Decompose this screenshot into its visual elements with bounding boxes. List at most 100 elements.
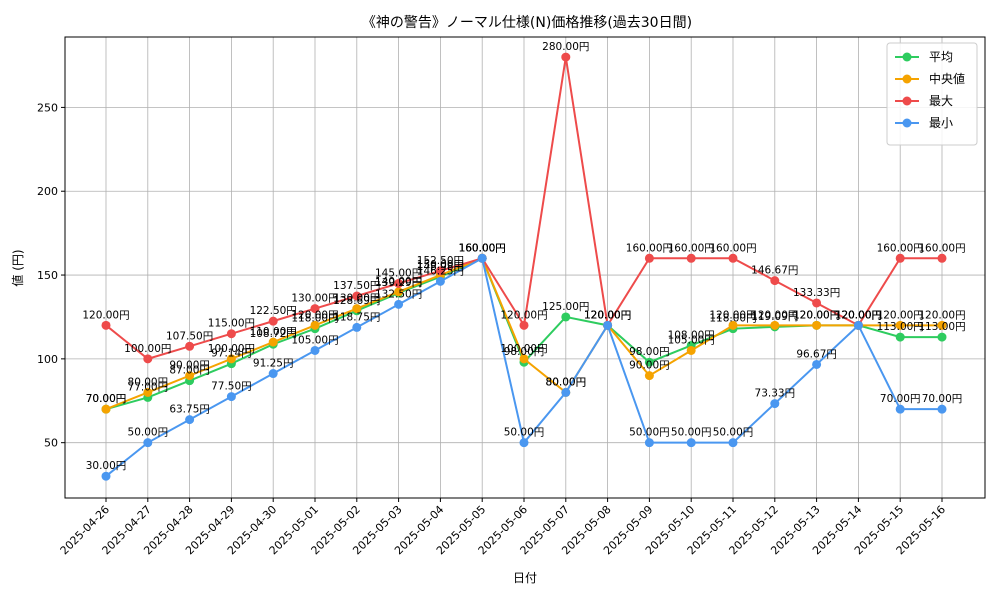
data-label: 70.00円 (86, 393, 127, 405)
data-point (268, 337, 278, 347)
data-label: 140.00円 (375, 276, 422, 288)
data-label: 115.00円 (208, 318, 255, 330)
x-axis-label: 日付 (513, 571, 537, 585)
data-point (352, 322, 362, 332)
data-point (143, 387, 153, 397)
data-label: 50.00円 (128, 427, 169, 439)
data-label: 30.00円 (86, 460, 127, 472)
data-point (185, 371, 195, 381)
legend-swatch-marker (902, 118, 912, 128)
data-point (435, 266, 445, 276)
data-point (770, 320, 780, 330)
data-label: 120.00円 (835, 309, 882, 321)
data-label: 160.00円 (709, 242, 756, 254)
series-1 (101, 253, 947, 414)
data-point (644, 253, 654, 263)
data-label: 96.67円 (796, 348, 837, 360)
y-tick-label: 200 (37, 185, 58, 198)
data-label: 160.00円 (459, 242, 506, 254)
plot-frame (64, 36, 986, 499)
data-label: 105.00円 (668, 334, 715, 346)
data-label: 146.25円 (417, 265, 464, 277)
data-point (101, 320, 111, 330)
data-label: 63.75円 (169, 404, 210, 416)
data-label: 125.00円 (542, 301, 589, 313)
data-point (644, 357, 654, 367)
data-point (101, 471, 111, 481)
data-point (728, 253, 738, 263)
data-label: 113.00円 (918, 321, 965, 333)
data-label: 133.33円 (793, 287, 840, 299)
data-point (686, 345, 696, 355)
data-label: 50.00円 (713, 427, 754, 439)
data-label: 120.00円 (835, 309, 882, 321)
data-label: 145.00円 (375, 267, 422, 279)
data-point (310, 304, 320, 314)
data-label: 80.00円 (546, 376, 587, 388)
data-label: 120.00円 (82, 309, 129, 321)
data-point (937, 253, 947, 263)
data-label: 146.67円 (751, 265, 798, 277)
data-point (561, 312, 571, 322)
data-label: 77.00円 (128, 381, 169, 393)
data-point (561, 387, 571, 397)
data-point (226, 392, 236, 402)
data-label: 110.00円 (250, 326, 297, 338)
data-label: 150.00円 (417, 259, 464, 271)
data-labels-layer: 70.00円77.00円87.00円97.14円108.72円118.00円12… (82, 41, 965, 472)
legend-entry: 最大 (929, 94, 953, 108)
data-label: 50.00円 (671, 427, 712, 439)
data-point (268, 369, 278, 379)
data-point (937, 332, 947, 342)
data-label: 120.00円 (918, 309, 965, 321)
data-label: 128.69円 (333, 295, 380, 307)
data-label: 130.00円 (333, 293, 380, 305)
data-label: 91.25円 (253, 358, 294, 370)
data-point (644, 371, 654, 381)
data-label: 70.00円 (880, 393, 921, 405)
data-label: 108.00円 (668, 329, 715, 341)
data-label: 120.00円 (793, 309, 840, 321)
data-label: 120.00円 (835, 309, 882, 321)
data-point (352, 291, 362, 301)
data-point (895, 320, 905, 330)
data-point (519, 320, 529, 330)
data-point (895, 253, 905, 263)
data-label: 98.00円 (629, 346, 670, 358)
data-label: 119.09円 (751, 311, 798, 323)
data-point (519, 354, 529, 364)
data-label: 280.00円 (542, 41, 589, 53)
series-layer (101, 52, 947, 481)
y-axis-label: 値 (円) (10, 249, 25, 286)
legend-entry: 最小 (929, 116, 953, 130)
data-label: 120.00円 (584, 309, 631, 321)
data-label: 107.50円 (166, 330, 213, 342)
data-point (812, 359, 822, 369)
series-3 (101, 253, 947, 481)
data-point (310, 320, 320, 330)
data-point (812, 298, 822, 308)
data-label: 100.00円 (124, 343, 171, 355)
data-point (770, 276, 780, 286)
data-label: 160.00円 (459, 242, 506, 254)
legend-entry: 中央値 (929, 71, 965, 86)
data-label: 120.00円 (835, 309, 882, 321)
data-label: 50.00円 (504, 427, 545, 439)
data-point (853, 320, 863, 330)
data-point (728, 438, 738, 448)
data-point (770, 399, 780, 409)
data-label: 120.00円 (751, 309, 798, 321)
data-point (143, 438, 153, 448)
data-point (895, 404, 905, 414)
data-point (603, 320, 613, 330)
data-point (185, 341, 195, 351)
data-label: 97.14円 (211, 348, 252, 360)
data-label: 132.50円 (375, 288, 422, 300)
data-point (310, 345, 320, 355)
legend-swatch-marker (902, 96, 912, 106)
data-label: 118.00円 (291, 313, 338, 325)
data-label: 113.00円 (877, 321, 924, 333)
data-label: 120.00円 (877, 309, 924, 321)
